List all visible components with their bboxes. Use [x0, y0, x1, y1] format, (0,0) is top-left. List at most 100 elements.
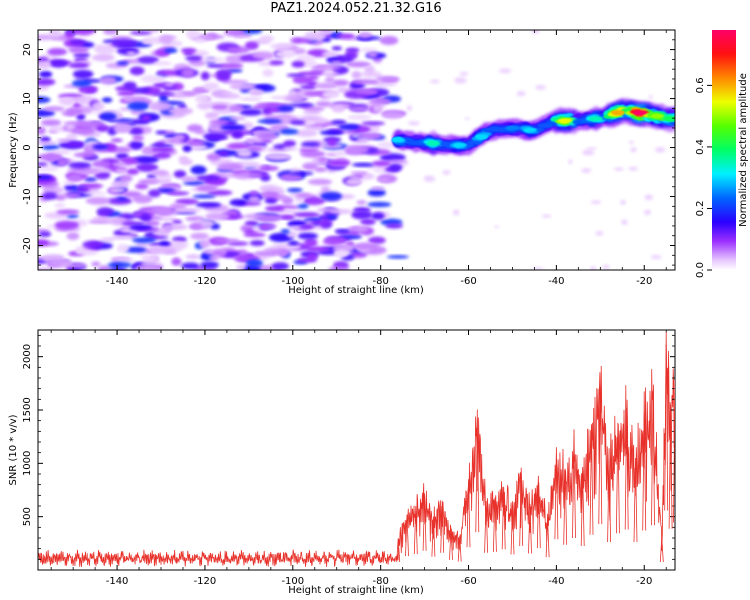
- spectrogram-cell: [155, 130, 168, 135]
- spectrogram-cell: [236, 149, 253, 158]
- spectrogram-cell: [71, 79, 92, 87]
- spectrogram-cell: [212, 250, 227, 257]
- spectrogram-cell: [41, 254, 65, 261]
- x-tick-label: -100: [281, 276, 304, 287]
- spectrogram-cell: [324, 76, 336, 84]
- spectrogram-cell: [185, 254, 201, 260]
- spectrogram-cell: [307, 178, 333, 186]
- spectrogram-cell: [141, 115, 151, 121]
- spectrogram-cell: [72, 69, 94, 79]
- spectrogram-cell: [224, 30, 246, 37]
- spectrogram-cell: [163, 130, 176, 135]
- spectrogram-cell: [64, 192, 82, 198]
- spectrogram-cell: [65, 133, 78, 142]
- spectrogram-cell: [335, 33, 355, 39]
- spectrogram-cell: [314, 82, 338, 90]
- spectrogram-cell: [203, 82, 220, 91]
- spectrogram-cell: [68, 161, 92, 169]
- spectrogram-cell: [244, 41, 259, 50]
- x-tick-label: -60: [460, 576, 476, 587]
- spectrogram-cell: [248, 88, 264, 96]
- snr-point: [659, 537, 664, 563]
- spectrogram-cell: [256, 102, 281, 107]
- spectrogram-cell: [320, 191, 343, 201]
- figure-title: PAZ1.2024.052.21.32.G16: [270, 1, 442, 16]
- spectrogram-cell: [207, 189, 233, 196]
- spectrogram-cell: [156, 69, 181, 77]
- y-tick-label: 1500: [22, 397, 33, 422]
- x-tick-label: -40: [548, 576, 564, 587]
- spectrogram-cell: [99, 237, 116, 242]
- spectrogram-cell: [228, 104, 244, 113]
- spectrogram-cell: [328, 266, 350, 270]
- spectrogram-cell: [360, 218, 376, 226]
- spectrogram-cell: [459, 71, 469, 76]
- spectrogram-cell: [260, 190, 280, 199]
- spectrogram-cell: [229, 116, 246, 121]
- spectrogram-cell: [429, 79, 440, 84]
- spectrogram-cell: [297, 232, 318, 240]
- x-tick-label: -40: [548, 276, 564, 287]
- spectrogram-cell: [227, 47, 241, 53]
- spectrogram-cell: [192, 194, 216, 199]
- spectrogram-cell: [423, 175, 436, 182]
- spectrogram-cell: [173, 170, 187, 179]
- spectrogram-cell: [111, 179, 130, 189]
- spectrogram-cell: [42, 186, 65, 195]
- spectrogram-cell: [85, 197, 111, 205]
- spectrogram-cell: [334, 228, 350, 234]
- spectrogram-cell: [181, 68, 195, 78]
- snr-point: [554, 447, 559, 540]
- spectrogram-cell: [196, 184, 218, 192]
- spectrogram-cell: [349, 106, 370, 111]
- spectrogram-cell: [239, 108, 263, 116]
- spectrogram-cell: [602, 264, 610, 270]
- spectrogram-cell: [355, 88, 378, 95]
- spectrogram-cell: [152, 230, 169, 237]
- spectrogram-cell: [323, 236, 347, 246]
- spectrogram-cell: [243, 232, 266, 238]
- spectrogram-cell: [68, 46, 89, 54]
- spectrogram-cell: [452, 209, 460, 216]
- spectrogram-cell: [142, 40, 152, 45]
- snr-point: [519, 473, 524, 547]
- spectrogram-cell: [66, 107, 83, 116]
- spectrogram-cell: [264, 198, 277, 204]
- spectrogram-cell: [171, 219, 183, 225]
- spectrogram-cell: [65, 31, 75, 38]
- spectrogram-cell: [38, 239, 50, 246]
- spectrogram-cell: [217, 162, 244, 171]
- spectrogram-cell: [296, 54, 315, 63]
- spectrogram-cell: [141, 255, 158, 263]
- spectrogram-cell: [581, 168, 592, 174]
- spectrogram-cell: [43, 154, 63, 161]
- spectrogram-heatmap: [38, 30, 675, 270]
- spectrogram-cell: [43, 106, 65, 112]
- spectrogram-cell: [333, 150, 346, 157]
- spectrogram-cell: [196, 101, 213, 110]
- spectrogram-cell: [442, 170, 451, 175]
- spectrogram-cell: [297, 203, 309, 209]
- spectrogram-peak: [474, 134, 489, 139]
- spectrogram-cell: [283, 94, 304, 102]
- spectrogram-cell: [158, 35, 173, 45]
- spectrogram-cell: [345, 47, 360, 54]
- spectrogram-peak: [663, 115, 675, 121]
- spectrogram-cell: [379, 35, 399, 46]
- spectrogram-cell: [161, 224, 188, 230]
- spectrogram-cell: [140, 74, 166, 83]
- spectrogram-peak: [610, 110, 625, 115]
- spectrogram-cell: [643, 209, 652, 215]
- spectrogram-cell: [293, 211, 320, 218]
- spectrogram-cell: [218, 151, 229, 157]
- spectrogram-cell: [582, 149, 595, 156]
- spectrogram-cell: [185, 55, 203, 61]
- y-tick-label: 500: [22, 507, 33, 526]
- snr-point: [510, 508, 515, 555]
- spectrogram-cell: [347, 114, 372, 120]
- spectrogram-cell: [129, 66, 145, 76]
- spectrogram-cell: [381, 110, 404, 119]
- spectrogram-cell: [188, 140, 206, 146]
